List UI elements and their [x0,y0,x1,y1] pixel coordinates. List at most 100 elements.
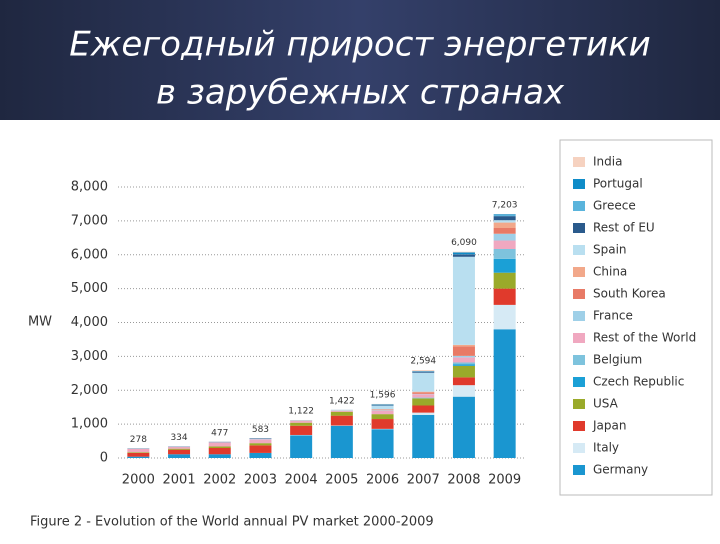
legend-label: France [593,309,633,323]
slide-title: в зарубежных странах [156,73,565,113]
total-label: 6,090 [451,238,477,248]
bar-segment [412,392,434,394]
bar-segment [412,405,434,412]
bar-segment [412,415,434,458]
bar-segment [209,454,231,458]
legend-swatch [573,289,585,299]
bar-segment [290,435,312,458]
bar-segment [412,394,434,397]
slide-title: Ежегодный прирост энергетики [69,25,651,65]
bar-segment [494,259,516,273]
legend-swatch [573,355,585,365]
total-label: 334 [170,433,187,443]
y-tick-label: 6,000 [71,247,108,262]
legend-swatch [573,223,585,233]
bar-segment [372,429,394,458]
bar-segment [453,362,475,364]
bar-segment [290,423,312,426]
bar-segment [209,448,231,454]
legend-label: USA [593,397,619,411]
y-tick-label: 5,000 [71,281,108,296]
bar-segment [412,370,434,371]
bar-segment [494,234,516,241]
x-tick-label: 2003 [244,473,277,488]
bar-segment [372,406,394,409]
total-label: 1,422 [329,396,355,406]
bar-segment [168,449,190,450]
y-axis-label: MW [28,315,52,330]
legend-label: Italy [593,441,619,455]
bar-segment [168,450,190,455]
bar-segment [209,446,231,448]
bar-segment [494,289,516,305]
bar-segment [412,372,434,373]
bar-segment [494,228,516,234]
x-tick-label: 2007 [407,473,440,488]
total-label: 7,203 [492,200,518,210]
bar-segment [453,385,475,397]
bar-segment [249,439,271,443]
bar-segment [372,410,394,411]
bar-segment [290,426,312,435]
legend-label: Spain [593,243,627,257]
bar-segment [453,357,475,362]
legend-swatch [573,399,585,409]
legend-label: Portugal [593,177,643,191]
legend-label: Japan [592,419,626,433]
legend-label: India [593,155,622,169]
x-tick-label: 2002 [203,473,236,488]
total-label: 1,122 [288,406,314,416]
bar-segment [127,452,149,453]
y-tick-label: 7,000 [71,213,108,228]
x-tick-label: 2004 [285,473,318,488]
x-tick-label: 2000 [122,473,155,488]
bar-segment [372,404,394,405]
bar-segment [290,421,312,423]
bar-segment [372,410,394,411]
x-tick-label: 2009 [488,473,521,488]
bar-segment [372,404,394,405]
bar-segment [494,223,516,228]
bar-segment [494,214,516,215]
legend-label: Rest of the World [593,331,696,345]
bar-segment [249,445,271,453]
legend-swatch [573,333,585,343]
bar-segment [127,457,149,458]
total-label: 583 [252,425,269,435]
legend-swatch [573,377,585,387]
bar-segment [494,273,516,289]
bar-segment [453,346,475,355]
bar-segment [494,220,516,222]
bar-segment [249,453,271,458]
x-tick-label: 2008 [447,473,480,488]
bar-segment [331,411,353,412]
bar-segment [209,443,231,447]
bar-segment [127,453,149,457]
legend-label: Belgium [593,353,642,367]
y-tick-label: 1,000 [71,417,108,432]
bar-segment [331,416,353,426]
legend-label: Germany [593,463,648,477]
bar-segment [494,305,516,329]
bar-segment [453,397,475,458]
bar-segment [372,414,394,419]
bar-segment [453,377,475,385]
y-tick-label: 2,000 [71,383,108,398]
x-tick-label: 2005 [325,473,358,488]
bar-segment [412,398,434,399]
bar-segment [331,412,353,416]
bar-segment [412,392,434,393]
bar-segment [412,373,434,392]
legend-swatch [573,201,585,211]
legend-label: Rest of EU [593,221,655,235]
total-label: 278 [130,435,147,445]
bar-segment [453,356,475,358]
legend-swatch [573,421,585,431]
legend-swatch [573,311,585,321]
bar-segment [453,257,475,345]
bar-segment [331,426,353,458]
legend-swatch [573,465,585,475]
total-label: 477 [211,428,228,438]
bar-segment [372,411,394,414]
bar-segment [412,398,434,405]
